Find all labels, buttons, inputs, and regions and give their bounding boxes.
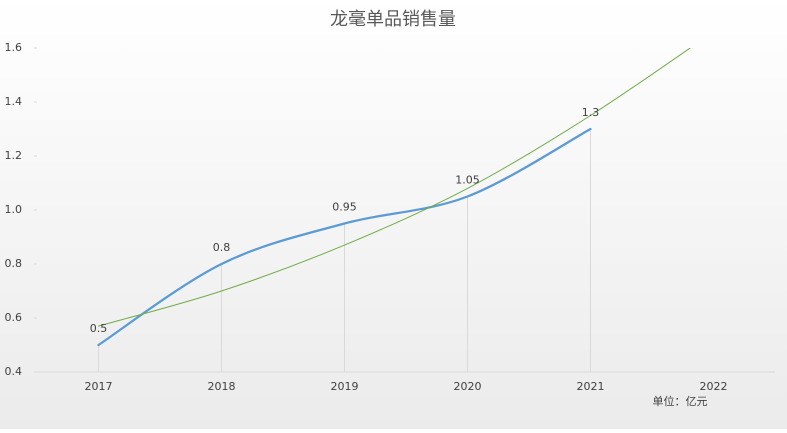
- series-line: [97, 127, 592, 347]
- y-tick-label: 1.0: [5, 203, 23, 216]
- x-tick-label: 2017: [85, 380, 113, 393]
- data-label: 0.95: [332, 201, 357, 214]
- trendline: [98, 48, 691, 327]
- x-tick-label: 2020: [454, 380, 482, 393]
- y-tick-label: 1.2: [5, 149, 23, 162]
- y-tick-label: 0.4: [5, 365, 23, 378]
- chart-title: 龙毫单品销售量: [330, 9, 456, 30]
- x-tick-label: 2019: [331, 380, 359, 393]
- data-label: 1.05: [455, 174, 480, 187]
- data-label: 0.8: [213, 241, 231, 254]
- y-tick-label: 1.6: [5, 41, 23, 54]
- unit-label: 单位：亿元: [653, 394, 708, 408]
- plot-area: [97, 48, 691, 372]
- data-label: 0.5: [90, 322, 108, 335]
- data-label: 1.3: [582, 106, 600, 119]
- x-tick-label: 2021: [577, 380, 605, 393]
- x-tick-label: 2018: [208, 380, 236, 393]
- y-tick-label: 1.4: [5, 95, 23, 108]
- y-tick-label: 0.6: [5, 311, 23, 324]
- x-tick-label: 2022: [700, 380, 728, 393]
- y-tick-label: 0.8: [5, 257, 23, 270]
